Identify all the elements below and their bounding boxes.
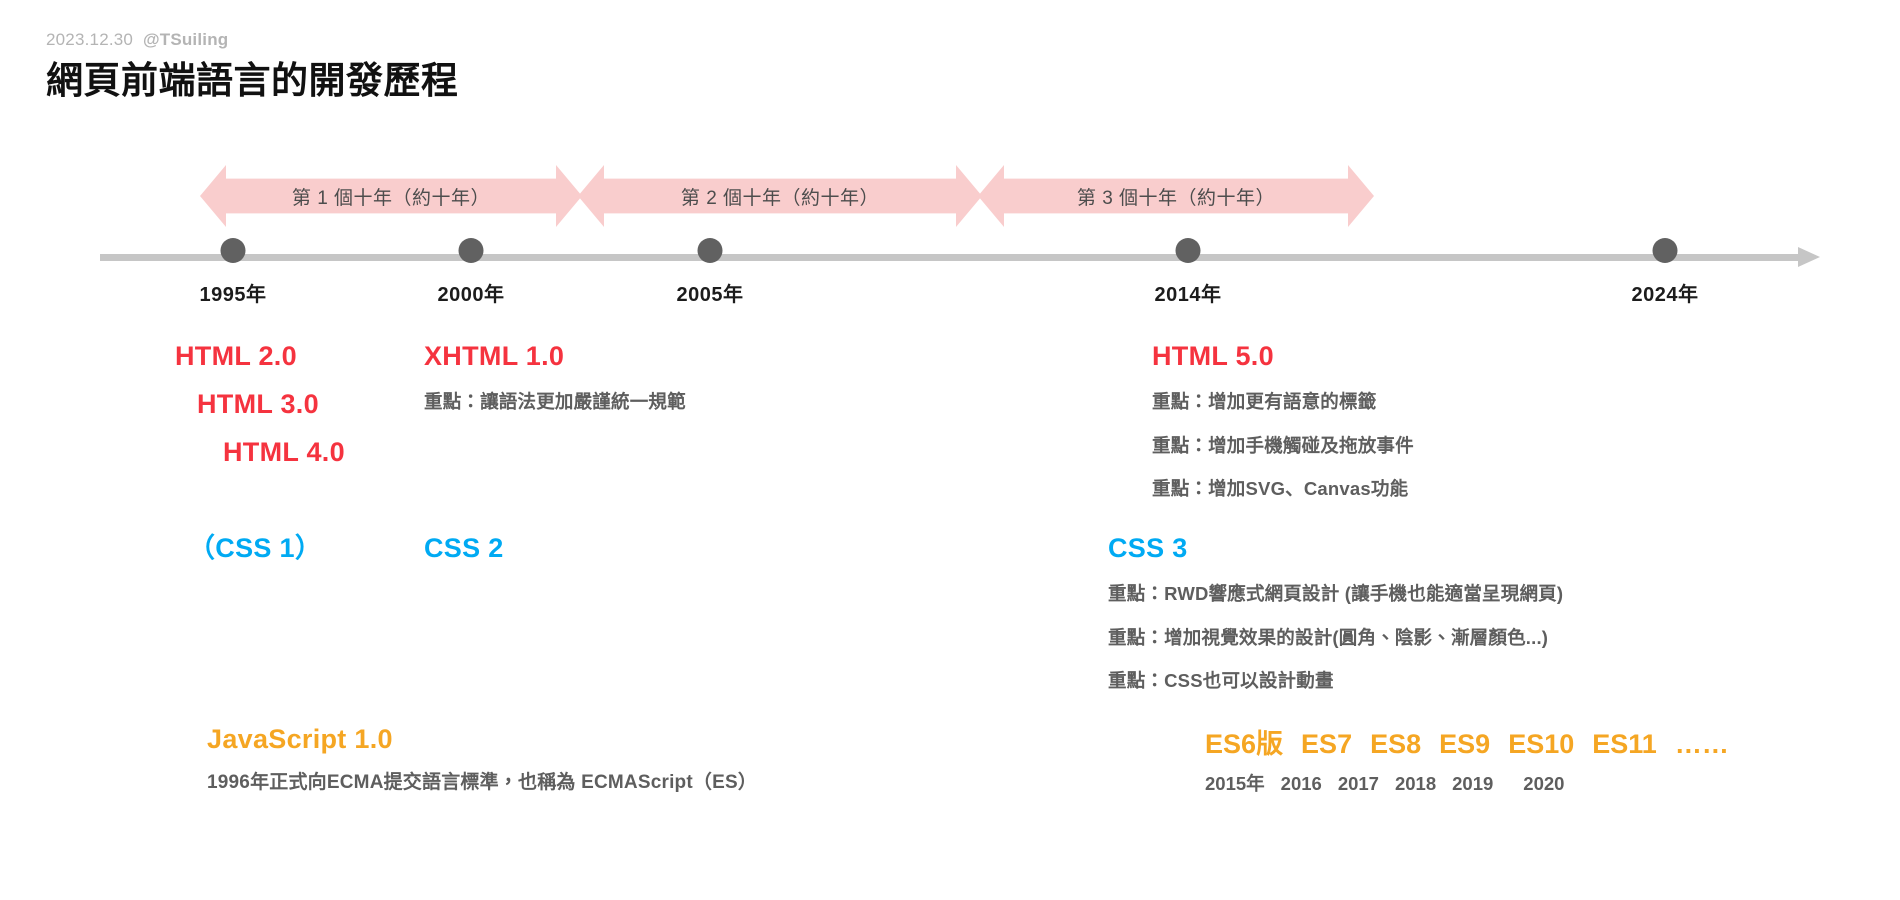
css1-block: （CSS 1） xyxy=(188,532,322,566)
html-early-versions-block: HTML 2.0 HTML 3.0 HTML 4.0 xyxy=(175,340,345,469)
year-label-2024: 2024年 xyxy=(1631,284,1699,306)
timeline-dot-2014 xyxy=(1175,238,1201,263)
page-title: 網頁前端語言的開發歷程 xyxy=(46,60,459,102)
css3-note: 重點：增加視覺效果的設計(圓角、陰影、漸層顏色...) xyxy=(1108,626,1549,648)
ecmascript-year-label: 2016 xyxy=(1280,773,1322,794)
year-label-2014: 2014年 xyxy=(1154,284,1222,306)
javascript-heading: JavaScript 1.0 xyxy=(207,724,393,754)
ecmascript-block: ES6版 ES7 ES8 ES9 ES10 ES11…… 2015年 2016 2017 201… xyxy=(1205,722,1729,796)
year-label-2005: 2005年 xyxy=(676,284,744,306)
html-version-label: HTML 4.0 xyxy=(223,436,345,467)
ecmascript-year-label: 2017 xyxy=(1337,773,1379,794)
decade-band-2: 第 2 個十年（約十年） xyxy=(578,165,982,227)
decade-band-label: 第 3 個十年（約十年） xyxy=(1076,187,1276,209)
css3-heading: CSS 3 xyxy=(1108,533,1188,563)
html5-block: HTML 5.0 重點：增加更有語意的標籤 重點：增加手機觸碰及拖放事件 重點：… xyxy=(1152,340,1414,505)
year-label-2000: 2000年 xyxy=(437,284,505,306)
ecmascript-year-label: 2015年 xyxy=(1205,773,1265,794)
timeline-axis xyxy=(0,238,1900,269)
ecmascript-version-label: ES7 xyxy=(1301,729,1353,759)
html5-note: 重點：增加手機觸碰及拖放事件 xyxy=(1152,434,1414,456)
ecmascript-year-label: 2020 xyxy=(1523,773,1565,794)
ecmascript-version-row: ES6版 ES7 ES8 ES9 ES10 ES11 …… xyxy=(1205,722,1729,761)
html-version-label: HTML 2.0 xyxy=(175,341,297,371)
css3-note: 重點：RWD響應式網頁設計 (讓手機也能適當呈現網頁) xyxy=(1108,582,1564,604)
ecmascript-version-label: …… xyxy=(1674,729,1729,759)
ecmascript-version-label: ES10 xyxy=(1508,729,1575,759)
decade-band-1: 第 1 個十年（約十年） xyxy=(200,165,582,227)
ecmascript-year-row: 2015年 2016 2017 2018 2019 2020 xyxy=(1205,770,1729,796)
axis-line xyxy=(100,254,1800,261)
page-header: 2023.12.30 @TSuiling 網頁前端語言的開發歷程 xyxy=(46,30,946,105)
css3-note: 重點：CSS也可以設計動畫 xyxy=(1108,670,1334,692)
axis-year-labels: 1995年 2000年 2005年 2014年 2024年 xyxy=(0,278,1900,308)
html-version-label: HTML 3.0 xyxy=(197,388,319,419)
ecmascript-version-label: ES8 xyxy=(1370,729,1422,759)
byline-date: 2023.12.30 xyxy=(46,30,134,49)
ecmascript-version-label: ES11 xyxy=(1592,729,1657,759)
timeline-dot-2024 xyxy=(1652,238,1678,263)
timeline-dot-2000 xyxy=(458,238,484,263)
css1-heading: （CSS 1） xyxy=(188,533,323,563)
html5-heading: HTML 5.0 xyxy=(1152,341,1274,371)
html5-note: 重點：增加更有語意的標籤 xyxy=(1152,390,1377,412)
decade-band-label: 第 2 個十年（約十年） xyxy=(680,187,880,209)
ecmascript-year-label: 2018 xyxy=(1394,773,1437,794)
javascript-note: 1996年正式向ECMA提交語言標準，也稱為 ECMAScript（ES） xyxy=(207,771,758,793)
javascript-block: JavaScript 1.0 1996年正式向ECMA提交語言標準，也稱為 EC… xyxy=(207,723,757,799)
axis-arrowhead-icon xyxy=(1798,247,1820,267)
xhtml-note: 重點：讓語法更加嚴謹統一規範 xyxy=(424,390,686,412)
decade-band-3: 第 3 個十年（約十年） xyxy=(978,165,1374,227)
decade-bands: 第 1 個十年（約十年） 第 2 個十年（約十年） 第 3 個十年（約十年） xyxy=(0,165,1900,227)
ecmascript-version-label: ES6版 xyxy=(1205,729,1284,759)
byline-author: @TSuiling xyxy=(142,30,229,49)
xhtml-heading: XHTML 1.0 xyxy=(424,341,565,371)
byline: 2023.12.30 @TSuiling xyxy=(46,30,946,50)
decade-band-label: 第 1 個十年（約十年） xyxy=(291,187,491,209)
timeline-dot-2005 xyxy=(697,238,723,263)
timeline-dot-1995 xyxy=(220,238,246,263)
css2-heading: CSS 2 xyxy=(424,533,504,563)
ecmascript-year-label: 2019 xyxy=(1452,773,1494,794)
css3-block: CSS 3 重點：RWD響應式網頁設計 (讓手機也能適當呈現網頁) 重點：增加視… xyxy=(1108,532,1563,697)
xhtml-block: XHTML 1.0 重點：讓語法更加嚴謹統一規範 xyxy=(424,340,686,418)
css2-block: CSS 2 xyxy=(424,532,504,566)
html5-note: 重點：增加SVG、Canvas功能 xyxy=(1152,478,1409,500)
year-label-1995: 1995年 xyxy=(199,284,267,306)
ecmascript-version-label: ES9 xyxy=(1439,729,1491,759)
